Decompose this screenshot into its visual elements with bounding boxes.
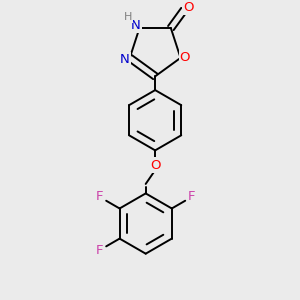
Text: F: F bbox=[96, 244, 103, 257]
Text: H: H bbox=[124, 12, 133, 22]
Text: O: O bbox=[180, 51, 190, 64]
Text: N: N bbox=[131, 19, 141, 32]
Text: F: F bbox=[188, 190, 196, 203]
Text: O: O bbox=[183, 1, 194, 14]
Text: O: O bbox=[150, 158, 160, 172]
Text: F: F bbox=[96, 190, 103, 203]
Text: N: N bbox=[120, 53, 130, 66]
